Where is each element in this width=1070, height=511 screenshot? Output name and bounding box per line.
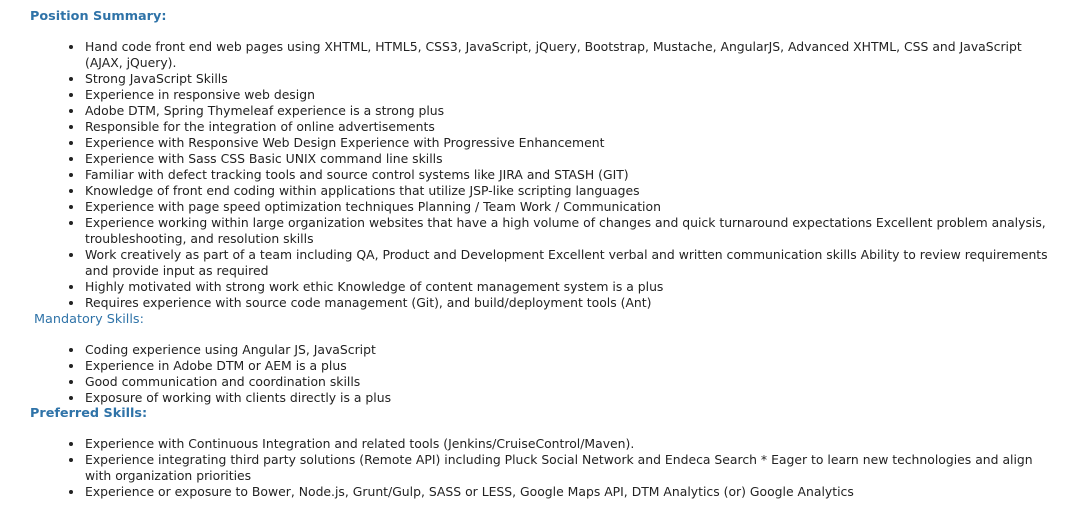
position-summary-list: Hand code front end web pages using XHTM…: [0, 39, 1050, 311]
mandatory-skills-heading: Mandatory Skills:: [34, 312, 144, 327]
list-item: Knowledge of front end coding within app…: [69, 183, 1050, 199]
list-item: Experience in responsive web design: [69, 87, 1050, 103]
list-item: Highly motivated with strong work ethic …: [69, 279, 1050, 295]
mandatory-skills-list: Coding experience using Angular JS, Java…: [0, 342, 1050, 406]
list-item: Adobe DTM, Spring Thymeleaf experience i…: [69, 103, 1050, 119]
list-item: Coding experience using Angular JS, Java…: [69, 342, 1050, 358]
preferred-skills-heading: Preferred Skills:: [30, 406, 148, 421]
list-item: Strong JavaScript Skills: [69, 71, 1050, 87]
position-summary-heading: Position Summary:: [30, 9, 167, 24]
list-item: Hand code front end web pages using XHTM…: [69, 39, 1050, 71]
list-item: Work creatively as part of a team includ…: [69, 247, 1050, 279]
list-item: Experience with Sass CSS Basic UNIX comm…: [69, 151, 1050, 167]
preferred-skills-list: Experience with Continuous Integration a…: [0, 436, 1050, 500]
list-item: Experience in Adobe DTM or AEM is a plus: [69, 358, 1050, 374]
list-item: Experience integrating third party solut…: [69, 452, 1050, 484]
list-item: Familiar with defect tracking tools and …: [69, 167, 1050, 183]
list-item: Requires experience with source code man…: [69, 295, 1050, 311]
list-item: Experience with page speed optimization …: [69, 199, 1050, 215]
list-item: Experience or exposure to Bower, Node.js…: [69, 484, 1050, 500]
list-item: Responsible for the integration of onlin…: [69, 119, 1050, 135]
list-item: Experience working within large organiza…: [69, 215, 1050, 247]
list-item: Good communication and coordination skil…: [69, 374, 1050, 390]
list-item: Exposure of working with clients directl…: [69, 390, 1050, 406]
list-item: Experience with Responsive Web Design Ex…: [69, 135, 1050, 151]
list-item: Experience with Continuous Integration a…: [69, 436, 1050, 452]
